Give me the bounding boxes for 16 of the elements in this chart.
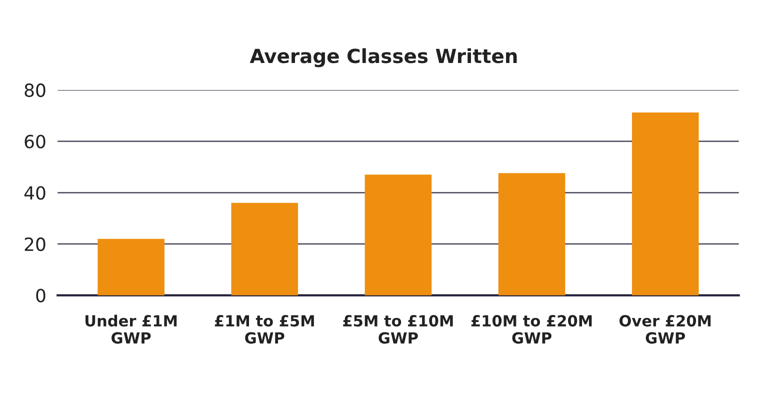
bar: [632, 112, 699, 296]
y-tick-label: 0: [36, 288, 46, 302]
bar: [364, 174, 432, 296]
x-tick-label: £10M to £20M GWP: [471, 315, 592, 344]
bar: [498, 173, 566, 296]
x-tick-label: £1M to £5M GWP: [214, 315, 314, 344]
y-tick-label: 80: [24, 83, 46, 98]
y-tick-label: 40: [24, 186, 46, 200]
x-tick-label: £5M to £10M GWP: [343, 315, 453, 344]
x-tick-label: Under £1M GWP: [86, 314, 177, 344]
bar: [98, 238, 164, 296]
bar: [231, 202, 298, 296]
y-tick-label: 60: [24, 134, 46, 148]
chart-title: Average Classes Written: [250, 48, 517, 68]
y-tick-label: 20: [24, 237, 46, 252]
x-tick-label: Over £20M GWP: [619, 315, 711, 344]
